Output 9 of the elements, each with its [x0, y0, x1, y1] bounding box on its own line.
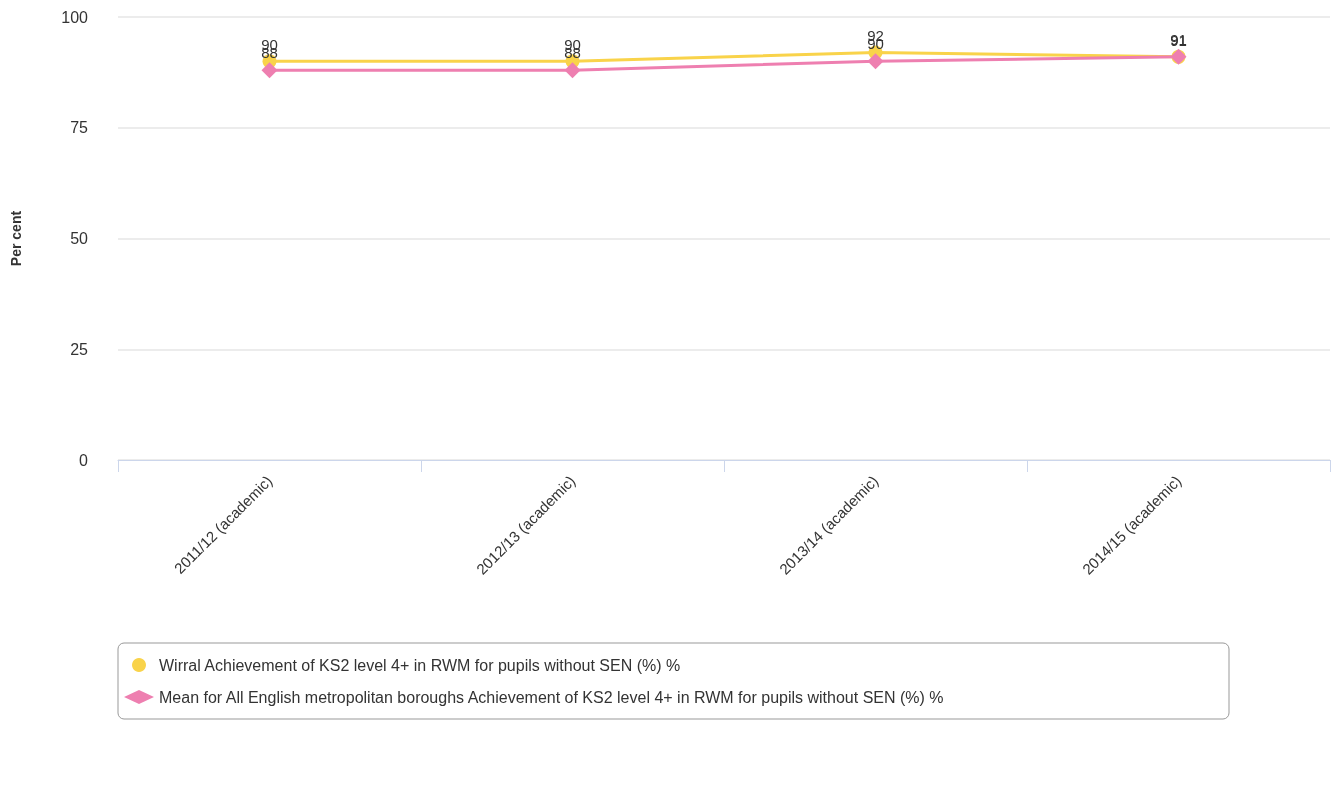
y-tick-label: 100: [61, 8, 89, 26]
y-axis-title: Per cent: [8, 210, 24, 267]
y-tick-label: 0: [79, 451, 89, 469]
y-tick-label: 75: [70, 119, 89, 137]
legend-label: Wirral Achievement of KS2 level 4+ in RWM for pupils without SEN (%) %: [159, 656, 681, 674]
data-label: 91: [1170, 31, 1187, 49]
y-tick-label: 50: [70, 230, 89, 247]
legend-label: Mean for All English metropolitan boroughs Achievement of KS2 level 4+ in RWM for pupils without SEN (%) %: [159, 688, 944, 706]
y-tick-label: 25: [70, 340, 89, 358]
